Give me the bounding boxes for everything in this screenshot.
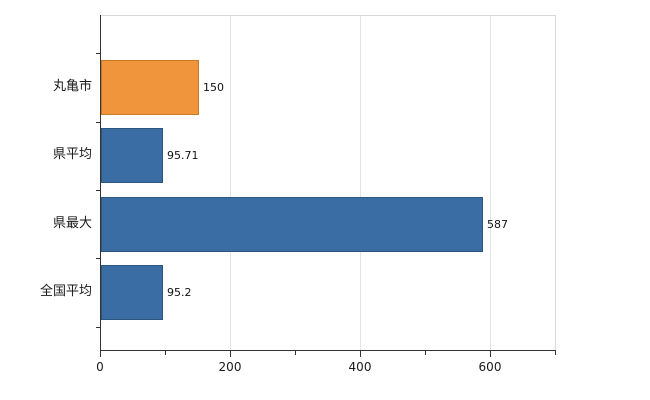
x-axis-tick [490, 351, 491, 357]
plot-border-top [100, 15, 556, 16]
category-label: 全国平均 [39, 284, 92, 299]
x-axis-tick [100, 351, 101, 357]
gridline [360, 15, 361, 350]
bar [101, 128, 163, 183]
x-tick-label: 0 [96, 360, 104, 374]
bar [101, 265, 163, 320]
y-axis-tick [96, 327, 100, 328]
y-axis-tick [96, 258, 100, 259]
bar-value-label: 150 [203, 81, 224, 94]
bar-value-label: 95.2 [167, 286, 192, 299]
x-axis-tick [360, 351, 361, 357]
x-axis-tick [295, 351, 296, 355]
category-label: 県最大 [52, 216, 92, 231]
y-axis-tick [96, 53, 100, 54]
plot-border-right [555, 15, 556, 350]
gridline [230, 15, 231, 350]
x-axis-tick [165, 351, 166, 355]
x-axis-tick [230, 351, 231, 357]
x-axis-line [100, 350, 556, 351]
y-axis-line [100, 15, 101, 351]
x-axis-tick [555, 351, 556, 355]
y-axis-tick [96, 190, 100, 191]
y-axis-tick [96, 122, 100, 123]
bar [101, 60, 199, 115]
category-label: 丸亀市 [52, 79, 92, 94]
x-tick-label: 600 [478, 360, 502, 374]
category-label: 県平均 [52, 147, 92, 162]
x-axis-tick [425, 351, 426, 355]
bar-value-label: 587 [487, 218, 508, 231]
bar-value-label: 95.71 [167, 149, 199, 162]
gridline [490, 15, 491, 350]
bar [101, 197, 483, 252]
x-tick-label: 200 [218, 360, 242, 374]
x-tick-label: 400 [348, 360, 372, 374]
